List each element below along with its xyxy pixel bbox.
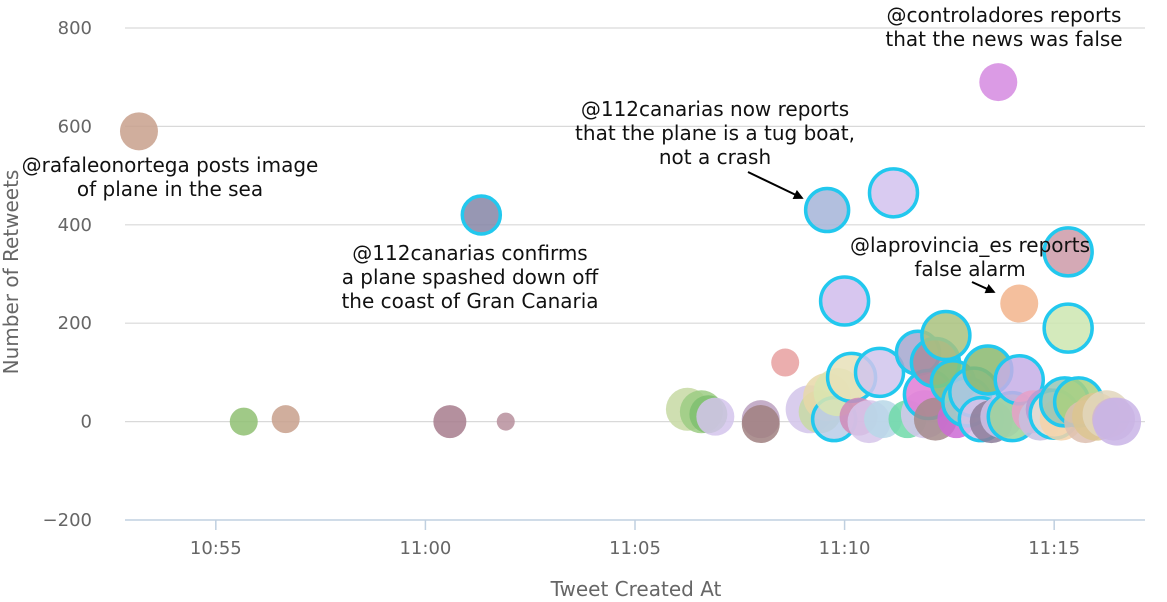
scatter-point[interactable] xyxy=(867,167,920,219)
annotation-text: @laprovincia_es reports xyxy=(850,233,1090,257)
annotation-text: that the news was false xyxy=(885,27,1122,51)
annotation-text: not a crash xyxy=(659,145,771,169)
scatter-point[interactable] xyxy=(741,405,780,444)
annotation-text: that the plane is a tug boat, xyxy=(575,121,855,145)
data-points xyxy=(119,63,1142,446)
y-tick-label: −200 xyxy=(43,510,92,531)
scatter-point[interactable] xyxy=(818,275,871,327)
annotation-text: a plane spashed down off xyxy=(342,265,600,289)
scatter-point[interactable] xyxy=(1000,284,1039,323)
annotation-text: the coast of Gran Canaria xyxy=(341,289,598,313)
annotation-arrow xyxy=(747,171,804,199)
annotation-arrow xyxy=(971,281,996,294)
scatter-point[interactable] xyxy=(1042,302,1094,354)
y-tick-label: 200 xyxy=(58,313,92,334)
annotation-text: @controladores reports xyxy=(887,3,1122,27)
x-tick-label: 11:00 xyxy=(399,538,451,559)
scatter-point[interactable] xyxy=(979,63,1018,102)
x-axis-title: Tweet Created At xyxy=(550,577,722,601)
x-tick-label: 11:05 xyxy=(609,538,661,559)
y-tick-label: 0 xyxy=(81,412,92,433)
scatter-point[interactable] xyxy=(1042,226,1094,278)
scatter-point[interactable] xyxy=(271,405,300,434)
scatter-point[interactable] xyxy=(496,412,515,431)
y-axis-title: Number of Retweets xyxy=(0,170,23,375)
scatter-point[interactable] xyxy=(920,309,972,362)
scatter-point[interactable] xyxy=(696,397,735,436)
axes: −200 0 200 400 600 800 10:55 11:00 11:05 11:10 11:… xyxy=(43,18,1145,559)
x-tick-label: 10:55 xyxy=(190,538,242,559)
annotation-text: of plane in the sea xyxy=(77,177,263,201)
scatter-point[interactable] xyxy=(803,186,851,234)
y-tick-label: 800 xyxy=(58,18,92,39)
annotation-text: false alarm xyxy=(914,257,1025,281)
x-tick-label: 11:15 xyxy=(1028,538,1080,559)
scatter-point[interactable] xyxy=(460,194,503,236)
scatter-point[interactable] xyxy=(771,348,800,377)
scatter-point[interactable] xyxy=(229,407,258,436)
annotation-text: @rafaleonortega posts image xyxy=(22,153,319,177)
scatter-point[interactable] xyxy=(1093,397,1142,446)
x-tick-label: 11:10 xyxy=(819,538,871,559)
y-tick-label: 400 xyxy=(58,215,92,236)
y-tick-label: 600 xyxy=(58,116,92,137)
scatter-point[interactable] xyxy=(119,112,158,151)
scatter-point[interactable] xyxy=(853,346,906,399)
scatter-point[interactable] xyxy=(433,405,467,439)
annotation-text: @112canarias confirms xyxy=(352,241,587,265)
annotation-text: @112canarias now reports xyxy=(581,97,849,121)
